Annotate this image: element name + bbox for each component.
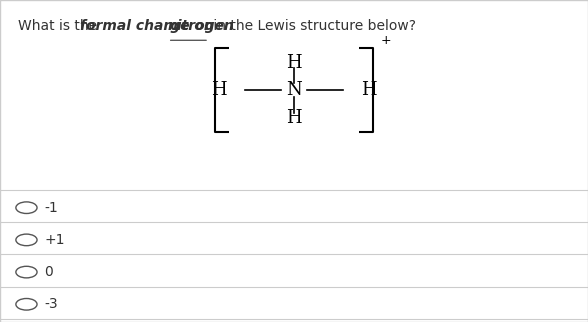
Text: +1: +1 (44, 233, 65, 247)
Text: in the Lewis structure below?: in the Lewis structure below? (209, 19, 416, 33)
Text: nitrogen: nitrogen (168, 19, 235, 33)
Text: formal charge on: formal charge on (80, 19, 218, 33)
Text: H: H (361, 81, 377, 99)
Text: H: H (286, 109, 302, 127)
Text: What is the: What is the (18, 19, 101, 33)
Text: H: H (286, 54, 302, 72)
Text: N: N (286, 81, 302, 99)
Text: -3: -3 (44, 297, 58, 311)
Text: +: + (380, 34, 391, 47)
Text: H: H (211, 81, 227, 99)
Text: 0: 0 (44, 265, 53, 279)
Text: -1: -1 (44, 201, 58, 215)
